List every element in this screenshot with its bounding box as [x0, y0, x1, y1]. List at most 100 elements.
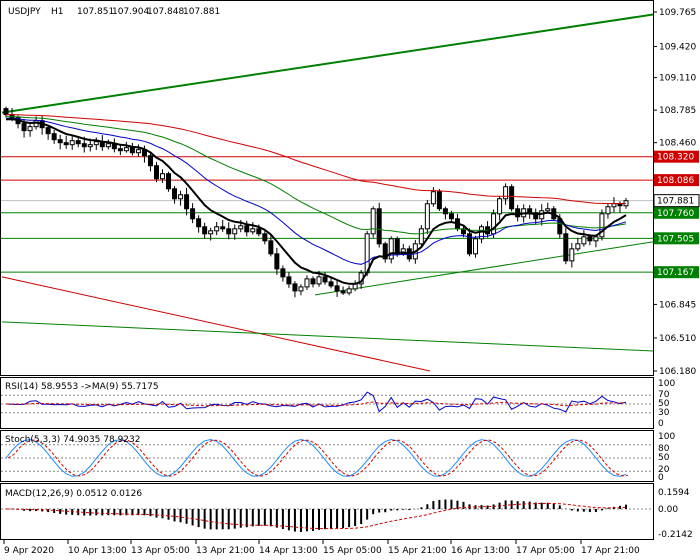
candle[interactable]: [178, 190, 184, 206]
candle[interactable]: [129, 142, 135, 156]
candle[interactable]: [214, 221, 220, 236]
upper-trendline[interactable]: [1, 13, 654, 114]
stoch-panel[interactable]: [0, 430, 654, 482]
candle[interactable]: [424, 199, 430, 235]
candle[interactable]: [509, 184, 515, 212]
candle[interactable]: [280, 265, 286, 282]
candle[interactable]: [45, 124, 51, 140]
ma-red[interactable]: [5, 114, 626, 204]
candle[interactable]: [334, 279, 340, 297]
macd-signal-line[interactable]: [6, 502, 627, 530]
candle[interactable]: [69, 134, 75, 150]
descending-trendline-green[interactable]: [1, 321, 654, 352]
candle[interactable]: [569, 242, 575, 268]
candle[interactable]: [286, 272, 292, 288]
candle[interactable]: [3, 106, 9, 118]
candle[interactable]: [479, 224, 485, 244]
candle[interactable]: [376, 202, 382, 248]
candle[interactable]: [111, 138, 117, 153]
candle[interactable]: [75, 137, 81, 148]
candle[interactable]: [448, 210, 454, 223]
candle[interactable]: [575, 238, 581, 252]
rsi-panel[interactable]: [0, 377, 654, 429]
candle[interactable]: [485, 221, 491, 238]
candle[interactable]: [527, 204, 533, 219]
candle[interactable]: [262, 230, 268, 245]
rsi-tick-50: 50: [658, 399, 670, 409]
candle[interactable]: [298, 284, 304, 296]
ma-black[interactable]: [5, 118, 627, 285]
stoch-d-line[interactable]: [7, 439, 629, 477]
candle[interactable]: [304, 275, 310, 291]
time-tick-label: 13 Apr 21:00: [196, 546, 255, 556]
candle[interactable]: [328, 277, 334, 289]
candle[interactable]: [202, 222, 208, 239]
ma-green[interactable]: [6, 116, 627, 235]
candle[interactable]: [497, 196, 503, 221]
candle[interactable]: [503, 183, 509, 205]
time-tick-label: 17 Apr 05:00: [516, 546, 575, 556]
candle[interactable]: [611, 197, 617, 213]
candle[interactable]: [226, 222, 232, 240]
candle[interactable]: [442, 206, 448, 220]
candle[interactable]: [117, 145, 123, 156]
candle[interactable]: [473, 235, 479, 258]
candle[interactable]: [135, 144, 141, 157]
candle[interactable]: [27, 122, 33, 137]
candle[interactable]: [436, 188, 442, 211]
rsi-ma-line[interactable]: [6, 401, 627, 407]
candle-body-down: [442, 208, 448, 215]
rsi-tick-70: 70: [658, 390, 670, 400]
candle[interactable]: [184, 187, 190, 216]
candle-body-up: [430, 191, 436, 205]
candle[interactable]: [581, 230, 587, 247]
main-price-panel[interactable]: [0, 0, 654, 376]
candle[interactable]: [63, 135, 69, 149]
candle[interactable]: [515, 204, 521, 222]
candle[interactable]: [57, 134, 63, 150]
candle[interactable]: [105, 139, 111, 150]
candle[interactable]: [208, 227, 214, 241]
candle[interactable]: [190, 203, 196, 224]
ma-blue[interactable]: [6, 117, 627, 265]
candle[interactable]: [172, 185, 178, 204]
candle[interactable]: [153, 162, 159, 183]
candle[interactable]: [370, 206, 376, 238]
candle[interactable]: [250, 222, 256, 235]
stoch-k-line[interactable]: [5, 438, 627, 477]
candle[interactable]: [274, 247, 280, 275]
rsi-label: RSI(14) 58.9553 ->MA(9) 55.7175: [5, 382, 159, 392]
candle[interactable]: [418, 225, 424, 247]
candle[interactable]: [340, 286, 346, 295]
support-trendline[interactable]: [314, 241, 654, 296]
candle-body-down: [256, 228, 262, 235]
stoch-tick-50: 50: [658, 453, 670, 463]
candle-body-up: [87, 144, 93, 148]
candle[interactable]: [232, 224, 238, 240]
candle[interactable]: [382, 241, 388, 263]
candle[interactable]: [466, 228, 472, 257]
candle[interactable]: [388, 236, 394, 264]
candle[interactable]: [292, 281, 298, 298]
candle[interactable]: [533, 208, 539, 225]
candle[interactable]: [268, 235, 274, 257]
candle[interactable]: [605, 203, 611, 219]
candle[interactable]: [147, 153, 153, 172]
candle[interactable]: [196, 215, 202, 233]
candle[interactable]: [166, 171, 172, 192]
candle[interactable]: [310, 276, 316, 288]
candle[interactable]: [220, 219, 226, 232]
candle[interactable]: [123, 141, 129, 153]
macd-panel[interactable]: [0, 483, 654, 540]
candle[interactable]: [51, 130, 57, 144]
current-price-badge: [653, 194, 700, 208]
descending-trendline-red[interactable]: [1, 276, 431, 372]
candle[interactable]: [352, 280, 358, 292]
candle[interactable]: [346, 285, 352, 296]
candle[interactable]: [599, 209, 605, 241]
candle[interactable]: [160, 169, 166, 183]
candle[interactable]: [99, 135, 105, 151]
candle[interactable]: [563, 228, 569, 265]
level-badge-108.086: [654, 174, 699, 187]
